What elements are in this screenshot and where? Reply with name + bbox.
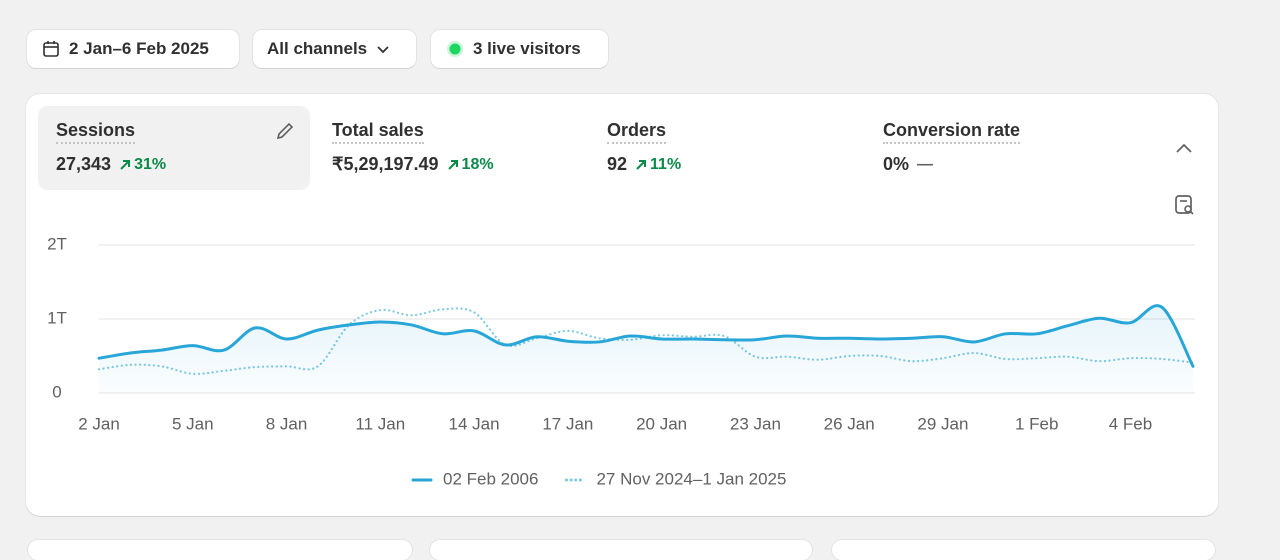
y-tick-label: 0 bbox=[52, 382, 61, 401]
y-tick-label: 1T bbox=[47, 308, 67, 327]
metric-label: Sessions bbox=[56, 120, 136, 144]
chart: 0 1T 2T 2 Jan 5 Jan 8 Jan 11 Jan 14 Jan 17 Jan 20… bbox=[47, 234, 1195, 488]
metric-value: 0% bbox=[883, 154, 910, 174]
x-tick-label: 5 Jan bbox=[172, 414, 214, 433]
channels-button[interactable]: All channels bbox=[253, 30, 416, 68]
calendar-icon bbox=[43, 41, 59, 57]
report-icon[interactable] bbox=[1174, 194, 1198, 218]
metric[interactable]: Orders 92 11% bbox=[589, 106, 861, 190]
metric-change: 11% bbox=[635, 156, 681, 174]
metric-label: Orders bbox=[607, 120, 667, 144]
metric-row: ₹5,29,197.49 18% bbox=[332, 154, 568, 175]
x-tick-label: 2 Jan bbox=[78, 414, 120, 433]
live-visitors: 3 live visitors bbox=[473, 39, 581, 58]
metric-row: 27,343 31% bbox=[56, 154, 292, 175]
up-arrow bbox=[447, 159, 458, 170]
date-range: 2 Jan–6 Feb 2025 bbox=[69, 39, 209, 58]
metric-label: Total sales bbox=[332, 120, 424, 144]
live-button[interactable]: 3 live visitors bbox=[431, 30, 608, 68]
x-tick-label: 11 Jan bbox=[355, 414, 405, 433]
x-tick-label: 17 Jan bbox=[542, 414, 593, 433]
x-tick-label: 23 Jan bbox=[730, 414, 781, 433]
x-tick-label: 4 Feb bbox=[1109, 414, 1152, 433]
metric-row: 92 11% bbox=[607, 154, 843, 175]
metric[interactable]: Conversion rate 0% — bbox=[865, 106, 1137, 190]
metric-value: 92 bbox=[607, 154, 628, 174]
legend-label: 02 Feb 2006 bbox=[443, 469, 538, 488]
change-text: — bbox=[917, 155, 934, 173]
metric-row: 0% — bbox=[883, 154, 1119, 175]
up-arrow bbox=[120, 159, 131, 170]
metric[interactable]: Sessions 27,343 31% bbox=[38, 106, 310, 190]
metric-value: 27,343 bbox=[56, 154, 112, 174]
change-text: 11% bbox=[650, 155, 682, 173]
metric-label: Conversion rate bbox=[883, 120, 1021, 144]
live-dot bbox=[447, 41, 463, 57]
x-tick-label: 29 Jan bbox=[917, 414, 968, 433]
bottom-card bbox=[430, 540, 812, 560]
x-tick-label: 26 Jan bbox=[824, 414, 875, 433]
metric-change: — bbox=[917, 156, 933, 174]
channels: All channels bbox=[267, 39, 368, 58]
x-tick-label: 14 Jan bbox=[449, 414, 500, 433]
bottom-card bbox=[28, 540, 412, 560]
change-text: 31% bbox=[134, 155, 167, 173]
metric-value: ₹5,29,197.49 bbox=[332, 154, 439, 174]
bottom-card bbox=[832, 540, 1215, 560]
area-fill bbox=[99, 305, 1193, 393]
x-tick-label: 20 Jan bbox=[636, 414, 687, 433]
chevron-down bbox=[377, 46, 389, 54]
page: 2 Jan–6 Feb 2025 All channels 3 live vis… bbox=[26, 30, 1218, 560]
up-arrow bbox=[636, 159, 647, 170]
x-tick-label: 8 Jan bbox=[266, 414, 308, 433]
x-tick-label: 1 Feb bbox=[1015, 414, 1058, 433]
series-line bbox=[97, 304, 1195, 368]
metric[interactable]: Total sales ₹5,29,197.49 18% bbox=[314, 106, 586, 190]
collapse-icon[interactable] bbox=[1173, 139, 1195, 159]
metric-change: 18% bbox=[447, 156, 494, 174]
y-tick-label: 2T bbox=[47, 234, 67, 253]
edit-icon[interactable] bbox=[274, 120, 296, 142]
change-text: 18% bbox=[461, 155, 494, 173]
legend-label: 27 Nov 2024–1 Jan 2025 bbox=[596, 469, 786, 488]
metric-change: 31% bbox=[119, 156, 166, 174]
date-button[interactable]: 2 Jan–6 Feb 2025 bbox=[27, 30, 239, 68]
